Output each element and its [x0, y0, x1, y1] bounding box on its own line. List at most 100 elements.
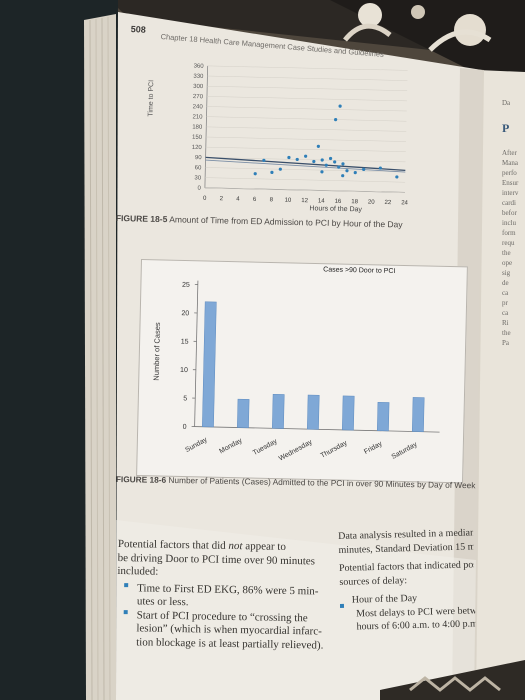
- chart1-point: [270, 170, 274, 175]
- page-stack-edge: [84, 14, 116, 700]
- chart1-point: [253, 172, 257, 176]
- chart1-y-tick-label: 150: [192, 135, 203, 141]
- chart1-y-tick-label: 240: [193, 104, 204, 110]
- page-number: 508: [130, 24, 147, 35]
- patterned-cloth: [330, 0, 525, 75]
- chart1-point: [320, 158, 324, 162]
- chart1-point: [320, 170, 324, 174]
- chart1-points: [253, 104, 399, 179]
- chart1-y-tick-label: 210: [192, 114, 203, 120]
- adjacent-page-fragment: pr: [502, 299, 508, 307]
- chart2-category-labels: Sunday Monday Tuesday Wednesday Thursday Frid…: [184, 436, 419, 463]
- chart1-gridline: [205, 146, 406, 152]
- chart1-point: [353, 171, 357, 175]
- chart1-x-tick-label: 6: [253, 197, 257, 203]
- figure-18-6-label: FIGURE 18-6: [115, 474, 167, 485]
- bullet-icon: [123, 610, 128, 615]
- body-right-column: Data analysis resulted in a median of 1 …: [338, 526, 476, 634]
- chart2-y-axis-label: Number of Cases: [152, 322, 162, 381]
- chart1-point: [395, 175, 399, 179]
- chart2-category-label: Sunday: [184, 436, 209, 454]
- chart2-y-axis: [194, 280, 199, 427]
- chart1-point: [345, 169, 349, 173]
- adjacent-page-fragment: Mana: [502, 159, 518, 167]
- chart1-point: [328, 156, 333, 161]
- chart1-y-tick-label: 270: [193, 94, 204, 100]
- adjacent-page-fragment: befor: [502, 209, 517, 217]
- chart1-x-tick-label: 4: [236, 197, 240, 203]
- chart1-trend-line: [205, 159, 406, 173]
- chart2-y-tick-label: 0: [183, 424, 187, 431]
- chart1-y-axis-label: Time to PCI: [147, 80, 155, 117]
- chart2-bar: [202, 301, 217, 428]
- chart2-category-label: Monday: [218, 437, 244, 455]
- chart1-trend-lines: [205, 156, 406, 173]
- adjacent-page-fragment: P: [502, 121, 510, 135]
- chart1-x-axis-label: Hours of the Day: [309, 205, 362, 213]
- chart2-category-label: Saturday: [391, 441, 419, 461]
- chart1-x-tick-label: 22: [385, 200, 392, 206]
- chart1-x-tick-label: 18: [351, 199, 358, 205]
- chart1-y-tick-label: 300: [193, 84, 204, 90]
- chart1-x-tick-label: 10: [285, 198, 292, 204]
- chart1-y-tick-label: 360: [194, 64, 205, 70]
- chart1-point: [324, 163, 328, 167]
- chart1-x-tick-label: 8: [270, 197, 274, 203]
- chart1-x-tick-label: 0: [203, 196, 207, 202]
- chart2-bar: [377, 402, 390, 432]
- chart1-point: [316, 144, 320, 148]
- adjacent-page: [470, 70, 525, 700]
- adjacent-page-fragment: de: [502, 279, 509, 287]
- adjacent-page-fragment: cardi: [502, 199, 516, 207]
- chart1-point: [262, 158, 266, 162]
- chart2-y-tick-label: 5: [183, 395, 187, 402]
- chart2-y-tick-label: 15: [181, 339, 189, 346]
- chart2-bar: [272, 393, 285, 429]
- chart1-point: [295, 157, 299, 162]
- adjacent-page-fragment: ca: [502, 309, 509, 317]
- chart1-gridline: [205, 177, 406, 183]
- adjacent-page-fragment: the: [502, 329, 511, 337]
- adjacent-page-fragment: Pa: [502, 339, 509, 347]
- chart1-point: [334, 118, 338, 122]
- chart1-point: [338, 104, 342, 108]
- chart1-x-tick-label: 14: [318, 198, 325, 204]
- chart1-gridline: [206, 96, 407, 102]
- chart2-bar: [237, 398, 250, 429]
- adjacent-page-fragment: ca: [502, 289, 509, 297]
- chart1-gridline: [206, 126, 407, 132]
- chart2-bar: [342, 395, 355, 431]
- chart1-x-tick-label: 12: [301, 198, 308, 204]
- chart2-category-label: Wednesday: [278, 439, 314, 463]
- adjacent-page-fragment: After: [502, 149, 517, 157]
- chart2-bar: [411, 397, 425, 432]
- chart1-x-tick-label: 16: [335, 199, 342, 205]
- chart1-trend-line: [205, 156, 406, 171]
- adjacent-page-fragment: sig: [502, 269, 511, 277]
- chart1-y-tick-label: 90: [195, 155, 202, 161]
- chart2-y-tick-label: 25: [182, 282, 190, 289]
- chart1-point: [278, 167, 282, 171]
- adjacent-page-fragment: Ensur: [502, 179, 519, 187]
- chart1-gridline: [205, 167, 406, 173]
- chart1-y-tick-label: 0: [197, 186, 201, 192]
- chart2-y-tick-label: 10: [180, 367, 188, 374]
- chart1-x-tick-label: 2: [220, 196, 224, 202]
- chart2-bars: [202, 301, 425, 432]
- chart1-y-tick-label: 330: [193, 74, 204, 80]
- adjacent-page-fragment: ope: [502, 259, 513, 267]
- chart1-gridline: [204, 187, 405, 193]
- chart1-x-tick-label: 20: [368, 200, 375, 206]
- chart2-category-label: Tuesday: [252, 438, 279, 457]
- adjacent-page-fragment: requ: [502, 239, 515, 247]
- chart2-category-label: Thursday: [320, 439, 349, 459]
- chart1-y-tick-label: 30: [194, 175, 201, 181]
- chart1-point: [341, 174, 345, 178]
- chart2-y-tick-label: 20: [181, 310, 189, 317]
- bar-chart-cases-over-90: Cases >90 Door to PCI 0 5 10 15 20 25 Sunday M…: [152, 266, 440, 463]
- chart2-category-label: Friday: [363, 440, 384, 456]
- chart1-point: [362, 167, 366, 172]
- chart1-point: [341, 162, 345, 166]
